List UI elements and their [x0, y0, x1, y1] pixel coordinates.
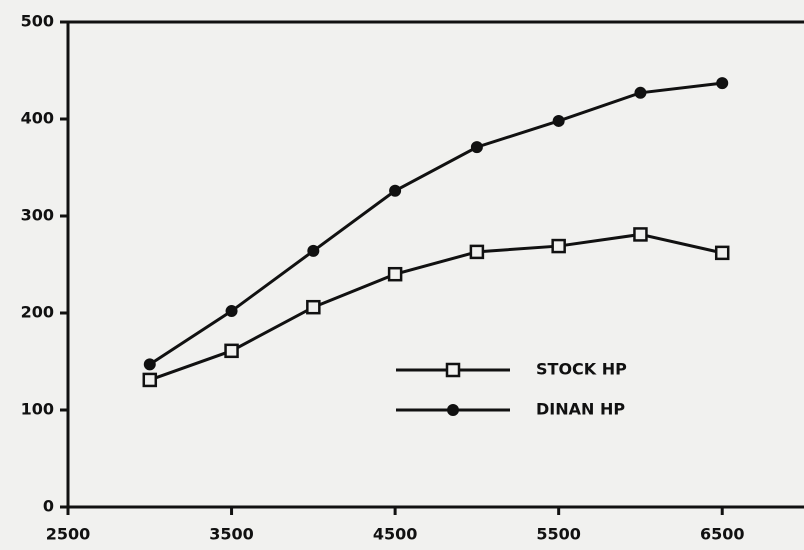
x-tick-label: 6500: [700, 525, 745, 544]
x-tick-label: 3500: [209, 525, 254, 544]
legend-marker: [447, 404, 459, 416]
legend-label: STOCK HP: [536, 360, 627, 379]
point: [634, 86, 647, 99]
x-tick-label: 2500: [46, 525, 91, 544]
point: [551, 238, 566, 254]
legend-marker: [445, 362, 461, 378]
point: [307, 244, 320, 257]
series-line: [148, 81, 723, 366]
point: [306, 299, 321, 315]
point: [224, 343, 239, 359]
y-tick-label: 100: [21, 400, 54, 419]
x-tick-label: 5500: [536, 525, 581, 544]
y-tick-label: 500: [21, 12, 54, 31]
point: [389, 184, 402, 197]
point: [716, 77, 729, 90]
point: [633, 227, 648, 242]
y-tick-label: 0: [43, 497, 54, 516]
y-tick-label: 200: [21, 303, 54, 322]
y-tick-label: 400: [21, 109, 54, 128]
x-tick-label: 4500: [373, 525, 418, 544]
y-tick-label: 300: [21, 206, 54, 225]
point: [387, 266, 403, 282]
point: [143, 358, 156, 371]
point: [142, 372, 158, 388]
point: [469, 244, 485, 260]
point: [552, 114, 565, 127]
point: [714, 245, 730, 261]
series-line: [149, 232, 723, 382]
point: [225, 305, 238, 318]
legend-label: DINAN HP: [536, 400, 625, 419]
point: [470, 141, 483, 154]
